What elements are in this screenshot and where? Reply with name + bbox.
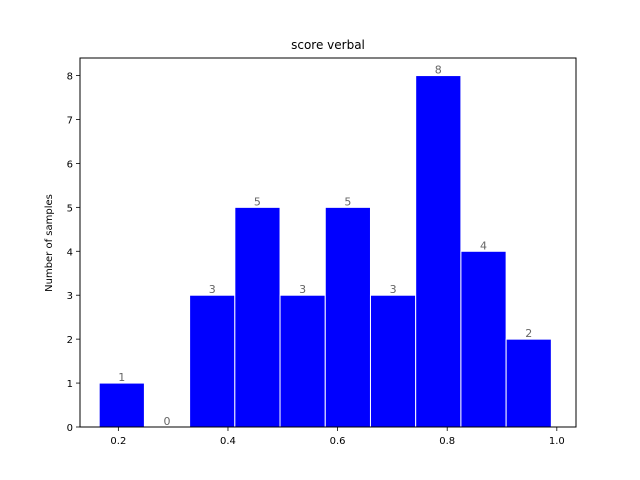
- y-tick-label-5: 5: [67, 203, 73, 214]
- data-label-1: 0: [164, 415, 171, 428]
- y-tick-label-4: 4: [67, 247, 73, 258]
- x-tick-label-0: 0.2: [110, 436, 126, 447]
- data-label-3: 5: [254, 195, 261, 208]
- y-tick-label-7: 7: [67, 116, 73, 127]
- x-axis-ticks: 0.2 0.4 0.6 0.8 1.0: [110, 427, 565, 447]
- bar-5: [324, 206, 371, 428]
- y-tick-label-3: 3: [67, 291, 73, 302]
- data-label-2: 3: [209, 283, 216, 296]
- bar-9: [505, 338, 552, 428]
- bar-7: [415, 75, 462, 428]
- data-label-4: 3: [299, 283, 306, 296]
- data-label-8: 4: [480, 239, 487, 252]
- y-tick-label-6: 6: [67, 159, 73, 170]
- data-label-9: 2: [525, 327, 532, 340]
- bar-2: [189, 294, 236, 428]
- bar-8: [460, 250, 507, 428]
- y-axis-label: Number of samples: [44, 194, 55, 292]
- x-tick-label-1: 0.4: [220, 436, 236, 447]
- x-tick-label-2: 0.6: [330, 436, 346, 447]
- y-tick-label-1: 1: [67, 379, 73, 390]
- x-tick-label-4: 1.0: [549, 436, 565, 447]
- y-tick-label-0: 0: [67, 423, 73, 434]
- data-label-6: 3: [390, 283, 397, 296]
- x-tick-label-3: 0.8: [439, 436, 455, 447]
- bar-6: [369, 294, 417, 428]
- data-labels-group: 1 0 3 5 3 5 3 8 4 2: [118, 64, 532, 428]
- bar-3: [234, 206, 281, 428]
- y-tick-label-8: 8: [67, 72, 73, 83]
- bar-0: [98, 382, 145, 428]
- y-tick-label-2: 2: [67, 335, 73, 346]
- data-label-7: 8: [435, 64, 442, 77]
- plot-frame: [79, 57, 577, 428]
- y-axis-ticks: 0 1 2 3 4 5 6 7 8: [67, 72, 80, 434]
- data-label-5: 5: [344, 195, 351, 208]
- chart-title: score verbal: [291, 38, 365, 52]
- bar-4: [279, 294, 326, 428]
- data-label-0: 1: [118, 371, 125, 384]
- bars-group: [98, 75, 552, 428]
